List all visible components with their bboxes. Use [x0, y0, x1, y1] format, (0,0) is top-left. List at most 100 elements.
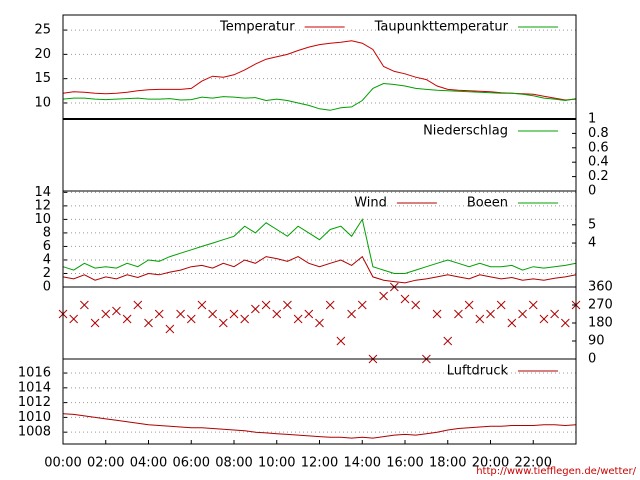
x-tick-label: 18:00	[429, 456, 466, 471]
data-line	[62, 255, 577, 284]
data-point	[486, 309, 495, 319]
data-line	[62, 82, 577, 111]
y-tick-label: 90	[588, 334, 605, 349]
point-stroke	[90, 318, 100, 328]
point-stroke	[229, 309, 239, 319]
y-tick-label: 10	[34, 95, 51, 110]
legend-label: Niederschlag	[423, 124, 508, 139]
y-tick-label: 25	[34, 23, 51, 38]
point-stroke	[112, 306, 121, 316]
point-stroke	[261, 300, 271, 310]
x-tick-label: 00:00	[44, 456, 81, 471]
y-tick-label: 6	[43, 239, 51, 254]
data-line	[62, 218, 577, 274]
data-point	[208, 309, 217, 319]
x-tick-label: 08:00	[215, 456, 252, 471]
y-tick-label: 1012	[18, 395, 51, 410]
point-stroke	[443, 336, 453, 346]
y-tick-label: 0	[588, 184, 596, 199]
x-tick-label: 02:00	[87, 456, 124, 471]
data-point	[197, 300, 207, 310]
y2-tick-label: 5	[588, 217, 596, 232]
data-point	[101, 309, 111, 319]
legend-label: Taupunkttemperatur	[374, 20, 509, 35]
y-tick-label: 8	[43, 225, 51, 240]
point-stroke	[486, 309, 495, 319]
point-stroke	[80, 300, 89, 310]
y-tick-label: 1	[588, 112, 596, 127]
point-stroke	[475, 314, 485, 324]
data-point	[464, 300, 474, 310]
data-point	[454, 309, 463, 319]
data-line	[62, 40, 577, 101]
data-point	[133, 300, 143, 310]
data-point	[315, 318, 324, 328]
x-tick-label: 04:00	[130, 456, 167, 471]
data-point	[379, 291, 388, 301]
y-tick-label: 360	[588, 280, 613, 295]
point-stroke	[400, 294, 410, 304]
y-tick-label: 14	[34, 185, 51, 200]
y-tick-label: 270	[588, 298, 613, 313]
y-tick-label: 1010	[18, 410, 51, 425]
point-stroke	[496, 300, 506, 310]
data-point	[186, 314, 196, 324]
point-stroke	[432, 309, 442, 319]
point-stroke	[336, 336, 346, 346]
data-point	[293, 314, 303, 324]
data-point	[283, 300, 292, 310]
point-stroke	[550, 309, 559, 319]
data-point	[550, 309, 559, 319]
data-point	[90, 318, 100, 328]
data-point	[261, 300, 271, 310]
point-stroke	[197, 300, 207, 310]
y-tick-label: 10	[34, 212, 51, 227]
point-stroke	[464, 300, 474, 310]
point-stroke	[218, 318, 228, 328]
point-stroke	[144, 318, 153, 328]
point-stroke	[293, 314, 303, 324]
point-stroke	[186, 314, 196, 324]
data-point	[325, 300, 335, 310]
point-stroke	[69, 314, 79, 324]
y-tick-label: 12	[34, 198, 51, 213]
point-stroke	[347, 309, 356, 319]
data-point	[69, 314, 79, 324]
point-stroke	[165, 324, 175, 334]
data-point	[560, 318, 570, 328]
data-point	[347, 309, 356, 319]
y-tick-label: 0.4	[588, 155, 609, 170]
y-tick-label: 1008	[18, 425, 51, 440]
y-tick-label: 1016	[18, 366, 51, 381]
footer-link: http://www.tiefflegen.de/wetter/	[476, 466, 636, 477]
y-tick-label: 1014	[18, 380, 51, 395]
y-tick-label: 0	[588, 352, 596, 367]
x-tick-label: 10:00	[258, 456, 295, 471]
y-tick-label: 15	[34, 71, 51, 86]
y-tick-label: 0.2	[588, 169, 609, 184]
legend-label: Boeen	[467, 196, 508, 211]
x-tick-label: 22:00	[515, 456, 552, 471]
y-tick-label: 20	[34, 47, 51, 62]
point-stroke	[304, 309, 314, 319]
point-stroke	[454, 309, 463, 319]
data-point	[80, 300, 89, 310]
x-tick-label: 14:00	[344, 456, 381, 471]
y-tick-label: 180	[588, 316, 613, 331]
legend-label: Luftdruck	[447, 364, 509, 379]
data-point	[154, 309, 164, 319]
data-point	[475, 314, 485, 324]
x-tick-label: 12:00	[301, 456, 338, 471]
data-point	[176, 309, 185, 319]
y-tick-label: 0.6	[588, 140, 609, 155]
data-point	[272, 309, 282, 319]
data-point	[336, 336, 346, 346]
point-stroke	[325, 300, 335, 310]
data-point	[400, 294, 410, 304]
point-stroke	[240, 314, 250, 324]
data-line	[62, 413, 577, 439]
data-point	[357, 300, 367, 310]
data-point	[144, 318, 153, 328]
point-stroke	[272, 309, 282, 319]
point-stroke	[176, 309, 185, 319]
